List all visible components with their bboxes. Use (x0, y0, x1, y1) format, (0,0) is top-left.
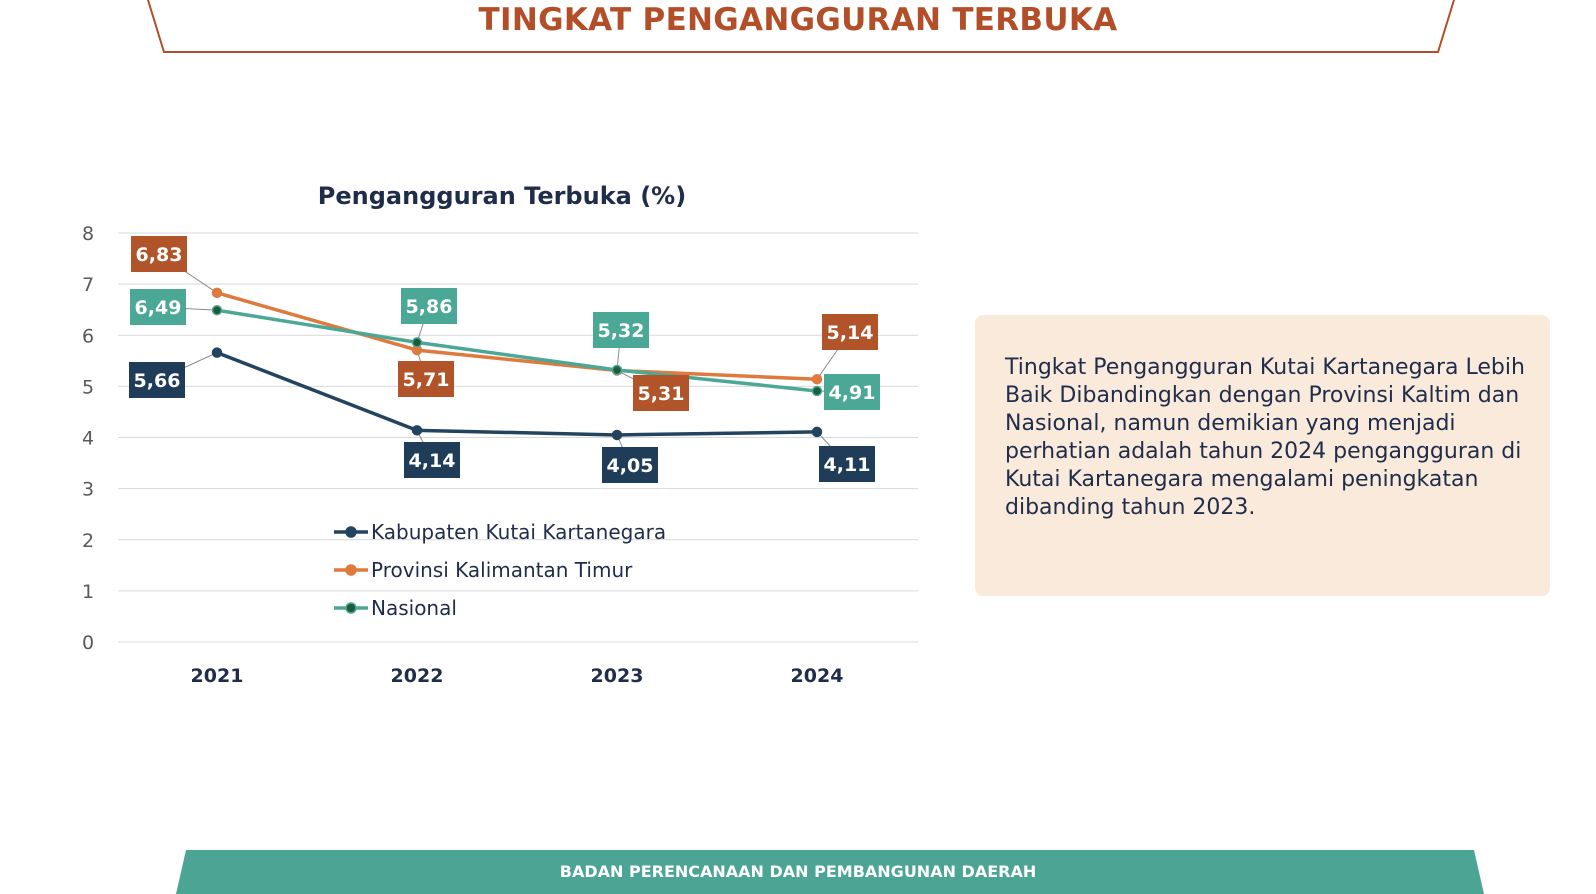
x-tick-label: 2021 (191, 665, 244, 687)
data-label-nasional: 5,86 (406, 296, 453, 318)
legend-marker-kukar (345, 526, 357, 538)
series-line-kukar (216, 351, 818, 437)
note-box (975, 315, 1550, 596)
unemployment-line-chart: Pengangguran Terbuka (%) 0 1 2 3 4 5 6 7 8 2021 202… (82, 182, 918, 687)
data-label-box-kaltim (131, 236, 187, 272)
data-point-kukar (211, 347, 223, 358)
footer-text: BADAN PERENCANAAN DAN PEMBANGUNAN DAERAH (559, 862, 1037, 881)
data-label-box-kukar (129, 362, 185, 398)
data-point-kaltim (211, 287, 223, 299)
y-tick-label: 5 (82, 376, 94, 398)
data-label-box-kukar (404, 442, 460, 478)
y-tick-label: 0 (82, 632, 94, 654)
y-tick-label: 4 (82, 428, 94, 450)
data-label-box-kukar (819, 446, 875, 482)
data-label-box-nasional (824, 374, 880, 410)
data-label-kaltim: 5,14 (827, 322, 874, 344)
header-frame-line (147, 0, 1455, 53)
data-label-box-nasional (593, 312, 649, 348)
data-point-kukar (411, 425, 423, 436)
data-label-kukar: 4,11 (824, 454, 871, 476)
legend-marker-kaltim (345, 564, 357, 576)
data-point-kukar (611, 429, 623, 441)
data-label-nasional: 5,32 (598, 320, 645, 342)
data-point-nasional (611, 364, 623, 376)
y-tick-label: 7 (82, 274, 94, 296)
data-point-nasional (411, 337, 423, 348)
x-tick-label: 2024 (791, 665, 844, 687)
footer-band-shape (176, 850, 1484, 894)
data-point-nasional (211, 304, 223, 316)
legend-label-kukar: Kabupaten Kutai Kartanegara (371, 520, 666, 544)
data-label-kaltim: 5,71 (403, 369, 450, 391)
data-label-kaltim: 5,31 (638, 383, 685, 405)
data-label-box-kukar (602, 447, 658, 483)
data-label-box-kaltim (633, 375, 689, 411)
y-tick-label: 6 (82, 325, 94, 347)
series-line-nasional (216, 308, 818, 393)
data-label-nasional: 6,49 (135, 297, 182, 319)
x-tick-label: 2022 (391, 665, 444, 687)
data-point-kukar (811, 426, 823, 438)
data-point-kaltim (811, 373, 823, 385)
header-frame (147, 0, 1455, 53)
note-text: Tingkat Pengangguran Kutai Kartanegara L… (1005, 355, 1525, 520)
x-tick-label: 2023 (591, 665, 644, 687)
y-tick-label: 2 (82, 530, 94, 552)
legend-label-kaltim: Provinsi Kalimantan Timur (371, 558, 633, 582)
legend-label-nasional: Nasional (371, 596, 457, 620)
data-label-kukar: 5,66 (134, 370, 181, 392)
data-point-nasional (811, 385, 823, 397)
data-label-box-kaltim (398, 361, 454, 397)
y-tick-label: 8 (82, 223, 94, 245)
data-label-kukar: 4,05 (607, 455, 654, 477)
data-label-kaltim: 6,83 (136, 244, 183, 266)
page-title: TINGKAT PENGANGGURAN TERBUKA (478, 2, 1118, 38)
legend-marker-nasional (345, 602, 357, 614)
footer-band (176, 850, 1484, 894)
chart-title: Pengangguran Terbuka (%) (318, 182, 686, 210)
data-label-box-nasional (130, 289, 186, 325)
data-label-box-kaltim (822, 314, 878, 350)
data-label-nasional: 4,91 (829, 382, 876, 404)
y-tick-label: 1 (82, 581, 94, 603)
data-label-kukar: 4,14 (409, 450, 456, 472)
y-tick-label: 3 (82, 479, 94, 501)
data-label-box-nasional (401, 288, 457, 324)
series-line-kaltim (216, 291, 818, 381)
